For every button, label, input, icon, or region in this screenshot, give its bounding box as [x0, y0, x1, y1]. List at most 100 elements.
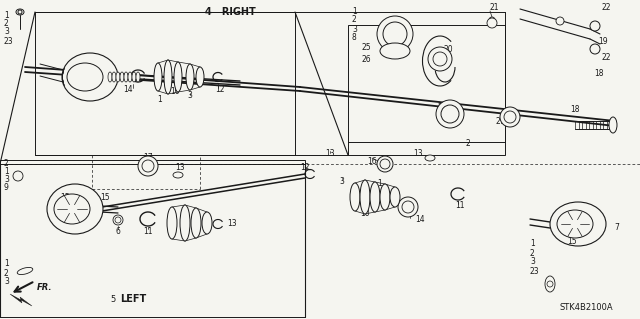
Text: 2: 2 — [352, 16, 356, 25]
Text: 3: 3 — [4, 175, 9, 184]
Ellipse shape — [350, 183, 360, 211]
Text: 14: 14 — [123, 85, 133, 93]
Text: 3: 3 — [340, 176, 344, 186]
Ellipse shape — [128, 72, 132, 82]
Text: 1: 1 — [4, 11, 9, 19]
Ellipse shape — [164, 60, 172, 94]
Ellipse shape — [383, 22, 407, 46]
Text: LEFT: LEFT — [120, 294, 147, 304]
Text: 19: 19 — [598, 36, 607, 46]
Ellipse shape — [436, 100, 464, 128]
Text: 20: 20 — [443, 44, 452, 54]
Text: 2: 2 — [4, 269, 9, 278]
Ellipse shape — [167, 207, 177, 239]
Ellipse shape — [173, 172, 183, 178]
Text: 1: 1 — [530, 240, 535, 249]
Ellipse shape — [16, 9, 24, 15]
Circle shape — [556, 17, 564, 25]
Ellipse shape — [609, 117, 617, 133]
Ellipse shape — [550, 202, 606, 246]
Ellipse shape — [174, 62, 182, 92]
Text: 18: 18 — [570, 105, 579, 114]
Text: 9: 9 — [4, 183, 9, 192]
Circle shape — [590, 21, 600, 31]
Ellipse shape — [377, 16, 413, 52]
Text: 23: 23 — [4, 36, 13, 46]
Circle shape — [487, 18, 497, 28]
Ellipse shape — [13, 171, 23, 181]
Ellipse shape — [108, 72, 112, 82]
Text: STK4B2100A: STK4B2100A — [560, 302, 614, 311]
Polygon shape — [10, 294, 32, 306]
Ellipse shape — [370, 182, 380, 212]
Text: 22: 22 — [602, 53, 611, 62]
Ellipse shape — [136, 72, 140, 82]
Text: 12: 12 — [300, 162, 310, 172]
Circle shape — [590, 44, 600, 54]
Text: 1: 1 — [4, 259, 9, 269]
Text: 3: 3 — [188, 92, 193, 100]
Ellipse shape — [112, 72, 116, 82]
Ellipse shape — [47, 184, 103, 234]
Text: 15: 15 — [60, 192, 70, 202]
Text: 2: 2 — [530, 249, 535, 257]
Ellipse shape — [62, 53, 118, 101]
Text: 3: 3 — [352, 25, 357, 33]
Ellipse shape — [380, 184, 390, 210]
Text: 8: 8 — [352, 33, 356, 42]
Text: 21: 21 — [490, 4, 499, 12]
Circle shape — [489, 17, 495, 23]
Text: 5: 5 — [110, 294, 115, 303]
Text: 13: 13 — [325, 150, 335, 159]
Ellipse shape — [390, 187, 400, 207]
Ellipse shape — [441, 105, 459, 123]
Text: 1: 1 — [378, 180, 382, 189]
Ellipse shape — [138, 156, 158, 176]
Text: 1: 1 — [352, 6, 356, 16]
Text: FR.: FR. — [37, 283, 52, 292]
Ellipse shape — [377, 156, 393, 172]
Text: 3: 3 — [530, 257, 535, 266]
Ellipse shape — [202, 212, 212, 234]
Text: 1: 1 — [4, 167, 9, 176]
Text: 25: 25 — [362, 42, 372, 51]
Ellipse shape — [154, 63, 162, 91]
Bar — [0, 160, 305, 317]
Text: 23: 23 — [530, 268, 540, 277]
Text: 18: 18 — [594, 69, 604, 78]
Text: 11: 11 — [455, 202, 465, 211]
Text: 3: 3 — [4, 278, 9, 286]
Ellipse shape — [120, 72, 124, 82]
Ellipse shape — [54, 194, 90, 224]
Ellipse shape — [191, 208, 201, 238]
Ellipse shape — [380, 43, 410, 59]
Bar — [348, 25, 505, 155]
Ellipse shape — [124, 72, 128, 82]
Text: 17: 17 — [143, 152, 153, 161]
Text: 7: 7 — [614, 222, 619, 232]
Text: 10: 10 — [170, 86, 180, 95]
Text: 3: 3 — [4, 26, 9, 35]
Ellipse shape — [557, 210, 593, 238]
Text: 14: 14 — [415, 214, 424, 224]
Text: 2: 2 — [4, 160, 9, 168]
Text: 6: 6 — [116, 226, 120, 235]
Ellipse shape — [545, 276, 555, 292]
Text: 13: 13 — [413, 150, 423, 159]
Ellipse shape — [425, 155, 435, 161]
Text: 22: 22 — [602, 4, 611, 12]
Text: 1: 1 — [157, 94, 163, 103]
Text: 15: 15 — [567, 236, 577, 246]
Text: 26: 26 — [362, 55, 372, 63]
Ellipse shape — [186, 64, 194, 90]
Ellipse shape — [116, 72, 120, 82]
Text: 2: 2 — [466, 138, 470, 147]
Text: 16: 16 — [367, 157, 377, 166]
Text: 12: 12 — [215, 85, 225, 93]
Circle shape — [428, 47, 452, 71]
Ellipse shape — [142, 160, 154, 172]
Ellipse shape — [500, 107, 520, 127]
Text: 27: 27 — [495, 116, 504, 125]
Text: 10: 10 — [360, 210, 370, 219]
Ellipse shape — [132, 72, 136, 82]
